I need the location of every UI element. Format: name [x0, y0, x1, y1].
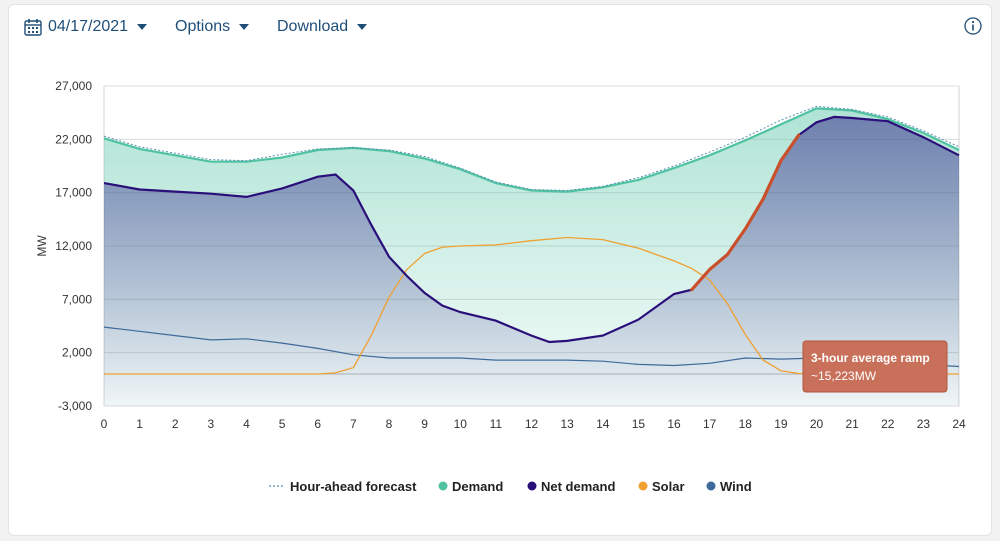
tooltip-box	[802, 340, 948, 393]
legend-item-forecast[interactable]: Hour-ahead forecast	[269, 479, 417, 494]
y-tick-label: 2,000	[62, 346, 92, 360]
forecast-line	[103, 105, 960, 192]
tooltip-title: 3-hour average ramp	[811, 351, 930, 365]
legend-label: Wind	[720, 479, 752, 494]
x-tick-label: 20	[810, 417, 824, 431]
legend-label: Demand	[452, 479, 503, 494]
x-tick-label: 15	[632, 417, 646, 431]
x-tick-label: 17	[703, 417, 717, 431]
legend-label: Net demand	[541, 479, 615, 494]
y-tick-label: 27,000	[55, 79, 92, 93]
x-tick-label: 18	[739, 417, 753, 431]
x-tick-label: 12	[525, 417, 539, 431]
legend-label: Solar	[652, 479, 685, 494]
x-tick-label: 16	[667, 417, 681, 431]
chevron-down-icon	[357, 24, 368, 30]
y-tick-label: 22,000	[55, 132, 92, 146]
x-tick-label: 22	[881, 417, 895, 431]
demand-line	[103, 107, 960, 193]
legend-item-solar[interactable]: Solar	[638, 479, 685, 494]
x-tick-label: 23	[917, 417, 931, 431]
download-menu[interactable]: Download	[277, 16, 368, 38]
legend-item-wind[interactable]: Wind	[706, 479, 752, 494]
ramp-highlight-line	[690, 133, 801, 292]
x-tick-label: 7	[350, 417, 357, 431]
legend-item-demand[interactable]: Demand	[438, 479, 504, 494]
x-tick-label: 11	[490, 417, 503, 431]
x-tick-label: 3	[208, 417, 215, 431]
options-label: Options	[175, 18, 231, 35]
y-tick-label: 7,000	[62, 292, 92, 306]
x-tick-label: 9	[421, 417, 428, 431]
tooltip-value: ~15,223MW	[811, 369, 877, 383]
solar-line	[104, 236, 959, 375]
x-tick-label: 8	[386, 417, 393, 431]
legend-swatch	[438, 481, 448, 491]
legend-item-net-demand[interactable]: Net demand	[527, 479, 616, 494]
chevron-down-icon	[239, 24, 250, 30]
x-tick-label: 4	[243, 417, 250, 431]
toolbar: 04/17/2021 Options Download	[9, 5, 991, 49]
x-tick-label: 21	[845, 417, 859, 431]
x-tick-label: 0	[101, 417, 108, 431]
x-tick-label: 19	[774, 417, 788, 431]
x-tick-label: 5	[279, 417, 286, 431]
x-tick-label: 14	[596, 417, 610, 431]
legend-swatch	[527, 481, 537, 491]
y-tick-label: 12,000	[55, 239, 92, 253]
y-tick-label: 17,000	[55, 186, 92, 200]
date-picker[interactable]: 04/17/2021	[24, 16, 148, 38]
info-icon[interactable]	[964, 17, 982, 35]
ramp-tooltip: 3-hour average ramp ~15,223MW	[802, 340, 948, 393]
x-tick-label: 24	[952, 417, 966, 431]
y-tick-label: -3,000	[58, 399, 92, 413]
calendar-icon	[24, 19, 42, 36]
chevron-down-icon	[137, 24, 148, 30]
x-tick-label: 10	[454, 417, 468, 431]
legend-swatch	[638, 481, 648, 491]
legend-swatch	[706, 481, 716, 491]
date-label: 04/17/2021	[48, 18, 129, 35]
net-demand-line	[103, 115, 960, 344]
y-axis-label: MW	[35, 235, 49, 257]
legend-label: Hour-ahead forecast	[290, 479, 417, 494]
x-tick-label: 2	[172, 417, 179, 431]
x-tick-label: 1	[136, 417, 143, 431]
x-tick-label: 6	[314, 417, 321, 431]
x-tick-label: 13	[560, 417, 574, 431]
download-label: Download	[277, 18, 349, 35]
options-menu[interactable]: Options	[175, 16, 250, 38]
